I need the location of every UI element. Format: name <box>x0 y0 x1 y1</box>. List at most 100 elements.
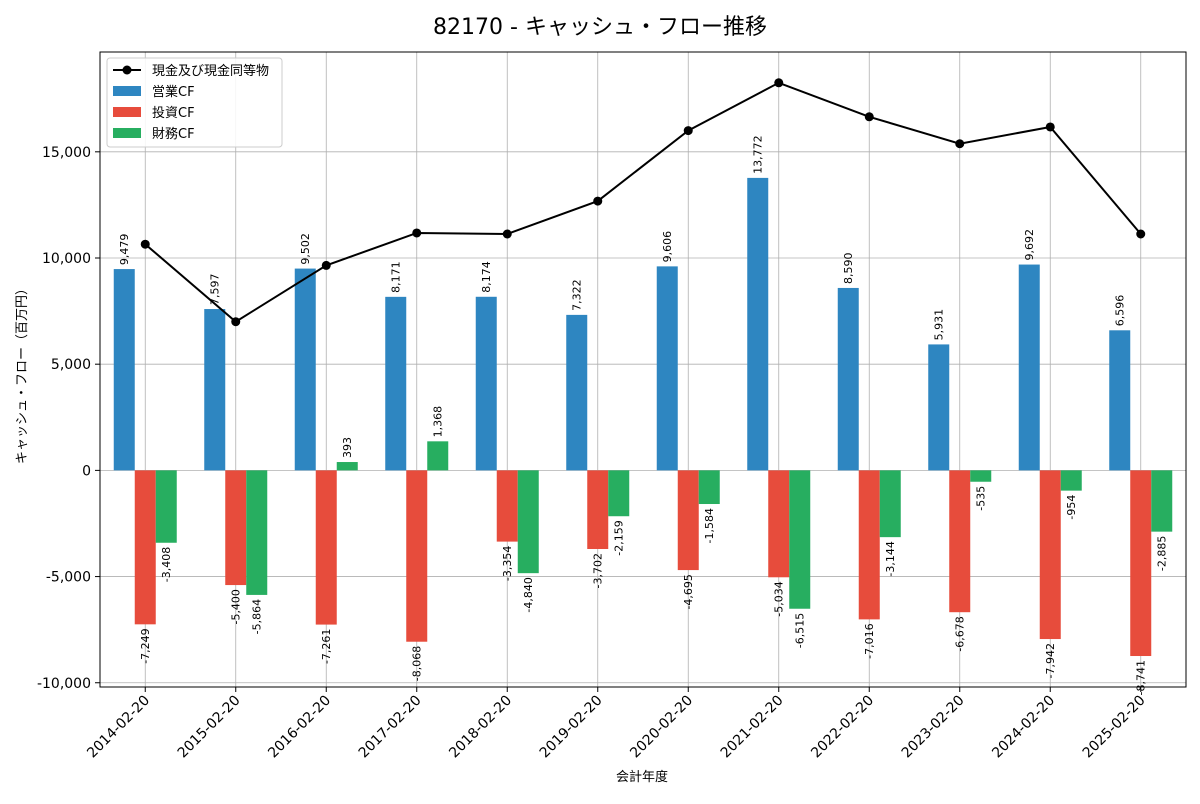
data-label: -7,016 <box>863 623 876 658</box>
data-label: 1,368 <box>432 406 445 438</box>
legend-label: 投資CF <box>152 105 195 121</box>
legend-label: 財務CF <box>152 127 195 142</box>
data-label: -2,885 <box>1156 536 1169 571</box>
bar-operating <box>656 266 678 471</box>
x-tick-label: 2021-02-20 <box>718 693 787 762</box>
bar-investing <box>587 470 609 549</box>
cash-line-point <box>1045 122 1055 132</box>
data-label: -7,249 <box>139 628 152 663</box>
x-tick-label: 2024-02-20 <box>989 693 1058 762</box>
data-label: 8,174 <box>480 261 493 293</box>
data-labels: 9,479 7,597 9,502 8,171 8,174 7,322 9,606 13,77… <box>118 135 1169 695</box>
x-axis-label: 会計年度 <box>616 769 668 785</box>
data-label: 8,590 <box>842 252 855 284</box>
y-axis-label: キャッシュ・フロー（百万円） <box>15 282 30 464</box>
cash-line-point <box>412 228 422 238</box>
bar-investing <box>225 470 247 586</box>
data-label: -4,695 <box>682 574 695 609</box>
cash-line-point <box>502 229 512 239</box>
data-label: 393 <box>341 437 354 458</box>
x-tick-label: 2017-02-20 <box>356 693 425 762</box>
x-tick-label: 2022-02-20 <box>808 693 877 762</box>
x-tick-label: 2015-02-20 <box>175 693 244 762</box>
data-label: 7,597 <box>209 274 222 306</box>
data-label: -3,702 <box>592 553 605 588</box>
y-tick-label: 15,000 <box>42 145 91 161</box>
x-tick-label: 2023-02-20 <box>899 693 968 762</box>
data-label: -7,261 <box>320 629 333 664</box>
y-tick-label: -5,000 <box>46 570 91 586</box>
data-label: 6,596 <box>1114 295 1127 327</box>
cash-line-point <box>1136 229 1146 239</box>
data-label: -2,159 <box>613 520 626 555</box>
bars <box>113 177 1173 657</box>
data-label: 7,322 <box>571 279 584 311</box>
bar-financing <box>1060 470 1082 491</box>
x-tick-label: 2019-02-20 <box>537 693 606 762</box>
bar-financing <box>970 470 992 482</box>
bar-investing <box>315 470 337 625</box>
bar-investing <box>1130 470 1152 657</box>
x-tick-label: 2025-02-20 <box>1080 693 1149 762</box>
cash-line-point <box>140 239 150 249</box>
data-label: 5,931 <box>933 309 946 341</box>
bar-operating <box>475 296 497 471</box>
data-label: -5,034 <box>773 581 786 616</box>
data-label: -6,515 <box>794 613 807 648</box>
legend-marker <box>122 65 132 75</box>
bar-investing <box>1039 470 1061 640</box>
y-tick-label: 5,000 <box>51 357 91 373</box>
bar-financing <box>608 470 630 517</box>
x-tick-label: 2020-02-20 <box>627 693 696 762</box>
data-label: 9,502 <box>299 233 312 265</box>
bar-investing <box>496 470 518 542</box>
bar-operating <box>204 309 226 471</box>
bar-financing <box>517 470 539 574</box>
legend-label: 営業CF <box>152 84 195 100</box>
data-label: -3,144 <box>884 541 897 576</box>
y-tick-label: -10,000 <box>37 676 91 692</box>
bar-operating <box>1109 330 1131 471</box>
legend-label: 現金及び現金同等物 <box>152 63 269 79</box>
bar-investing <box>858 470 880 620</box>
x-tick-label: 2016-02-20 <box>265 693 334 762</box>
y-tick-label: 10,000 <box>42 251 91 267</box>
data-label: 9,606 <box>661 231 674 263</box>
legend-swatch <box>113 107 141 117</box>
cash-line-point <box>864 112 874 122</box>
bar-financing <box>246 470 268 595</box>
legend-swatch <box>113 128 141 138</box>
data-label: -3,354 <box>501 546 514 581</box>
cash-line-point <box>683 126 693 136</box>
bar-operating <box>385 296 407 471</box>
y-tick-label: 0 <box>82 463 91 479</box>
bar-financing <box>698 470 720 505</box>
data-label: 9,479 <box>118 234 131 266</box>
cash-line-path <box>144 81 1142 323</box>
cash-line <box>140 78 1146 327</box>
bar-operating <box>1018 264 1040 471</box>
data-label: -954 <box>1065 495 1078 520</box>
bar-investing <box>949 470 971 613</box>
bar-operating <box>113 269 135 471</box>
bar-financing <box>879 470 901 538</box>
bar-investing <box>134 470 156 625</box>
bar-financing <box>155 470 177 543</box>
bar-operating <box>928 344 950 471</box>
bar-financing <box>789 470 811 609</box>
grid-lines <box>100 52 1186 687</box>
data-label: -3,408 <box>160 547 173 582</box>
bar-operating <box>837 287 859 471</box>
bar-operating <box>747 177 769 471</box>
bar-investing <box>677 470 699 571</box>
data-label: -4,840 <box>522 577 535 612</box>
data-label: -7,942 <box>1044 643 1057 678</box>
data-label: 9,692 <box>1023 229 1036 261</box>
data-label: -6,678 <box>954 616 967 651</box>
data-label: -535 <box>975 486 988 511</box>
cash-line-point <box>231 317 241 327</box>
cash-line-point <box>593 196 603 206</box>
